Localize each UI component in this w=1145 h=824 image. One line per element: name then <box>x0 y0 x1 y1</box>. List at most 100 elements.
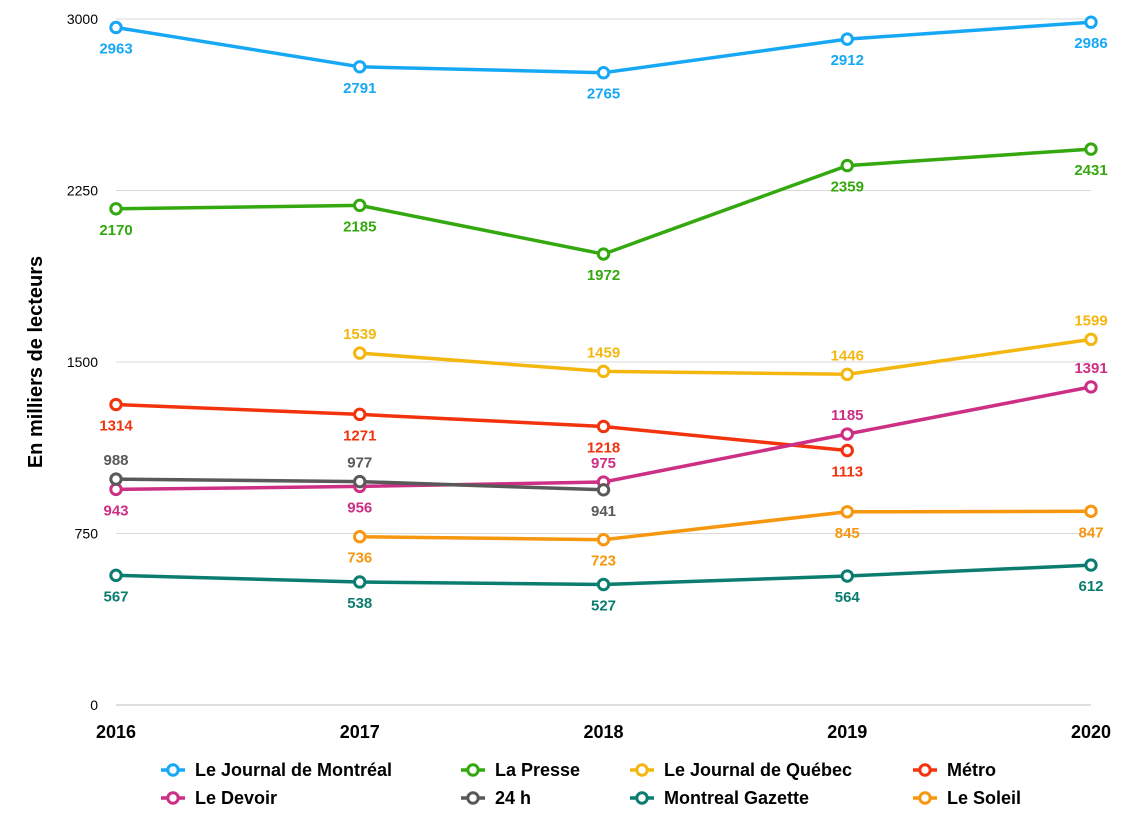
data-point-la-presse <box>109 202 123 216</box>
legend-swatch-marker <box>635 791 649 805</box>
legend-item-le-devoir: Le Devoir <box>161 788 277 808</box>
y-axis: 0 750 1500 2250 3000 <box>67 11 98 713</box>
data-point-metro <box>840 443 854 458</box>
data-label-montreal-gazette: 538 <box>347 595 372 612</box>
legend-item-la-presse: La Presse <box>461 760 580 780</box>
data-label-le-journal-de-montreal: 2963 <box>99 40 132 57</box>
legend-label: Le Journal de Québec <box>664 760 852 780</box>
data-label-le-journal-de-montreal: 2912 <box>831 52 864 69</box>
data-point-le-soleil <box>353 530 367 544</box>
legend-item-le-soleil: Le Soleil <box>913 788 1021 808</box>
data-label-le-soleil: 847 <box>1078 524 1103 541</box>
data-point-le-devoir <box>840 427 854 441</box>
data-point-montreal-gazette <box>109 568 123 583</box>
y-tick-label: 3000 <box>67 11 98 27</box>
data-label-montreal-gazette: 564 <box>835 589 861 606</box>
legend-item-le-journal-de-quebec: Le Journal de Québec <box>630 760 852 780</box>
legend-item-montreal-gazette: Montreal Gazette <box>630 788 809 808</box>
data-label-le-devoir: 1185 <box>831 407 864 424</box>
data-label-metro: 1271 <box>343 427 376 444</box>
series-lines <box>109 15 1098 592</box>
data-point-24-h <box>596 483 611 497</box>
data-point-montreal-gazette <box>840 569 854 583</box>
data-labels: 2963 2791 2765 2912 2986 2170 2185 1972 2359 2431… <box>99 35 1107 614</box>
data-label-la-presse: 1972 <box>587 267 620 284</box>
y-tick-label: 0 <box>90 697 98 713</box>
data-label-le-soleil: 723 <box>591 553 616 570</box>
data-label-le-journal-de-montreal: 2765 <box>587 86 620 103</box>
data-label-le-journal-de-montreal: 2986 <box>1074 35 1107 52</box>
data-point-metro <box>109 397 123 412</box>
series-line-le-journal-de-quebec <box>358 337 1093 377</box>
series-line-la-presse <box>114 147 1093 256</box>
y-axis-label: En milliers de lecteurs <box>25 256 47 468</box>
data-label-le-journal-de-montreal: 2791 <box>343 80 376 97</box>
x-tick-label: 2020 <box>1071 722 1111 742</box>
series-line-le-journal-de-montreal <box>114 20 1093 75</box>
legend-item-le-journal-de-montreal: Le Journal de Montréal <box>161 760 392 780</box>
data-point-le-journal-de-quebec <box>596 364 611 379</box>
data-label-metro: 1218 <box>587 439 620 456</box>
data-point-montreal-gazette <box>596 577 611 592</box>
x-tick-label: 2017 <box>340 722 380 742</box>
x-tick-label: 2018 <box>583 722 623 742</box>
data-point-le-journal-de-montreal <box>353 60 367 74</box>
x-axis: 2016 2017 2018 2019 2020 <box>96 722 1111 742</box>
data-label-le-journal-de-quebec: 1446 <box>831 347 864 364</box>
data-point-la-presse <box>353 198 367 213</box>
data-label-24-h: 941 <box>591 503 616 520</box>
data-point-le-journal-de-montreal <box>840 32 854 46</box>
data-label-montreal-gazette: 612 <box>1078 578 1103 595</box>
data-label-montreal-gazette: 567 <box>103 588 128 605</box>
series-line-le-soleil <box>358 509 1093 542</box>
data-label-metro: 1113 <box>831 463 863 480</box>
data-point-24-h <box>109 472 123 486</box>
legend-swatch-marker <box>466 763 480 777</box>
legend-label: Le Journal de Montréal <box>195 760 392 780</box>
data-label-le-journal-de-quebec: 1599 <box>1074 312 1107 329</box>
data-label-montreal-gazette: 527 <box>591 597 616 614</box>
legend-label: La Presse <box>495 760 580 780</box>
data-label-le-journal-de-quebec: 1459 <box>587 344 620 361</box>
data-point-le-soleil <box>1084 504 1098 519</box>
legend-label: Métro <box>947 760 996 780</box>
data-label-le-soleil: 845 <box>835 525 860 542</box>
legend-item-metro: Métro <box>913 760 996 780</box>
data-point-le-journal-de-montreal <box>596 66 611 80</box>
data-label-metro: 1314 <box>99 418 133 435</box>
data-label-le-devoir: 943 <box>103 502 128 519</box>
data-point-le-devoir <box>1084 380 1098 394</box>
data-label-le-devoir: 975 <box>591 455 616 472</box>
data-point-le-journal-de-montreal <box>109 20 123 35</box>
data-point-le-journal-de-quebec <box>840 367 854 382</box>
y-tick-label: 1500 <box>67 354 98 370</box>
gridlines <box>116 18 1091 706</box>
data-label-le-devoir: 1391 <box>1074 360 1107 377</box>
data-label-24-h: 977 <box>347 455 372 472</box>
legend-swatch-marker <box>918 791 932 805</box>
legend-label: Montreal Gazette <box>664 788 809 808</box>
data-point-le-soleil <box>596 532 611 547</box>
data-label-la-presse: 2359 <box>831 179 864 196</box>
legend-label: Le Devoir <box>195 788 277 808</box>
data-point-la-presse <box>840 158 854 173</box>
data-label-la-presse: 2431 <box>1074 162 1107 179</box>
legend-label: Le Soleil <box>947 788 1021 808</box>
legend: Le Journal de Montréal La Presse Le Journa… <box>161 760 1021 808</box>
data-label-la-presse: 2170 <box>99 222 132 239</box>
data-point-montreal-gazette <box>353 575 367 589</box>
x-tick-label: 2019 <box>827 722 867 742</box>
data-label-24-h: 988 <box>103 452 128 469</box>
series-line-le-devoir <box>114 385 1093 492</box>
legend-swatch-marker <box>918 763 932 777</box>
legend-label: 24 h <box>495 788 531 808</box>
data-label-le-journal-de-quebec: 1539 <box>343 326 376 343</box>
data-point-le-journal-de-montreal <box>1084 15 1098 29</box>
data-point-metro <box>596 419 611 434</box>
data-point-le-soleil <box>840 505 854 519</box>
legend-swatch-marker <box>166 763 180 777</box>
data-point-metro <box>353 407 367 422</box>
y-tick-label: 750 <box>75 526 99 542</box>
data-label-le-devoir: 956 <box>347 499 372 516</box>
